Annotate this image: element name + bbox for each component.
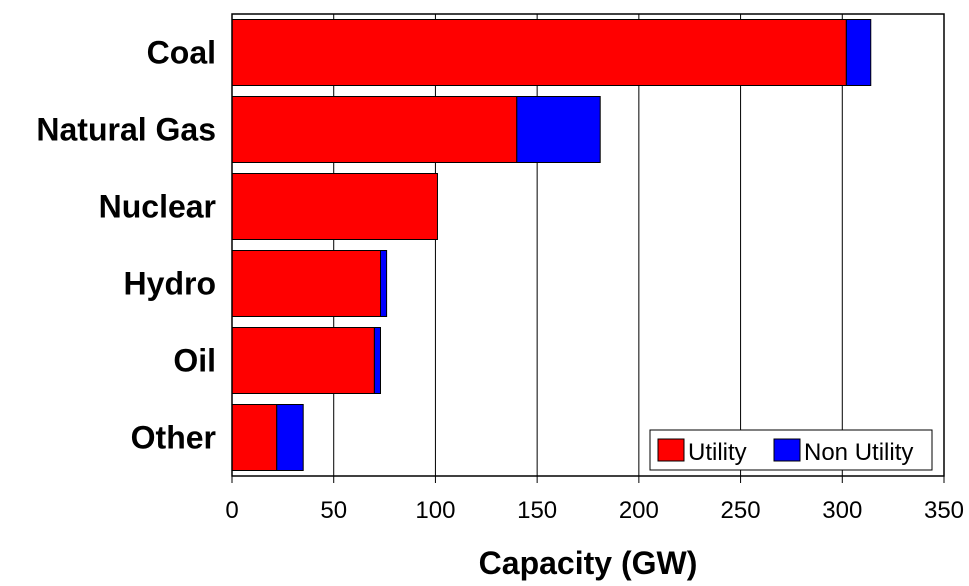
category-label: Nuclear bbox=[99, 189, 216, 225]
x-tick-label: 200 bbox=[619, 497, 659, 524]
category-label: Other bbox=[131, 420, 216, 456]
x-tick-label: 350 bbox=[924, 497, 964, 524]
x-tick-label: 250 bbox=[721, 497, 761, 524]
x-tick-labels: 0 50 100 150 200 250 300 350 bbox=[225, 476, 964, 524]
category-label: Oil bbox=[173, 343, 216, 379]
grid-lines bbox=[333, 14, 843, 476]
x-tick-label: 50 bbox=[320, 497, 347, 524]
x-tick-label: 150 bbox=[517, 497, 557, 524]
bar-oil-non-utility bbox=[373, 327, 382, 394]
bar-nuclear-utility bbox=[231, 173, 438, 240]
x-tick-label: 300 bbox=[822, 497, 862, 524]
bars bbox=[231, 19, 872, 471]
bar-natural-gas-non-utility bbox=[516, 96, 601, 163]
plot-frame bbox=[231, 13, 945, 477]
category-labels: Coal Natural Gas Nuclear Hydro Oil Other bbox=[36, 35, 216, 456]
legend-swatch-utility bbox=[657, 438, 685, 462]
bar-other-non-utility bbox=[276, 404, 304, 471]
x-tick-label: 100 bbox=[415, 497, 455, 524]
bar-hydro-non-utility bbox=[380, 250, 388, 317]
x-tick-label: 0 bbox=[225, 497, 238, 524]
bar-hydro-utility bbox=[231, 250, 382, 317]
bar-other-utility bbox=[231, 404, 278, 471]
legend-label: Utility bbox=[688, 439, 747, 466]
category-label: Natural Gas bbox=[36, 112, 216, 148]
bar-coal-utility bbox=[231, 19, 847, 86]
category-label: Coal bbox=[147, 35, 216, 71]
x-axis-title: Capacity (GW) bbox=[479, 545, 698, 581]
legend-swatch-non-utility bbox=[773, 438, 801, 462]
bar-oil-utility bbox=[231, 327, 375, 394]
bar-coal-non-utility bbox=[845, 19, 872, 86]
bar-natural-gas-utility bbox=[231, 96, 518, 163]
legend: Utility Non Utility bbox=[649, 429, 933, 471]
legend-label: Non Utility bbox=[804, 439, 913, 466]
category-label: Hydro bbox=[124, 266, 216, 302]
